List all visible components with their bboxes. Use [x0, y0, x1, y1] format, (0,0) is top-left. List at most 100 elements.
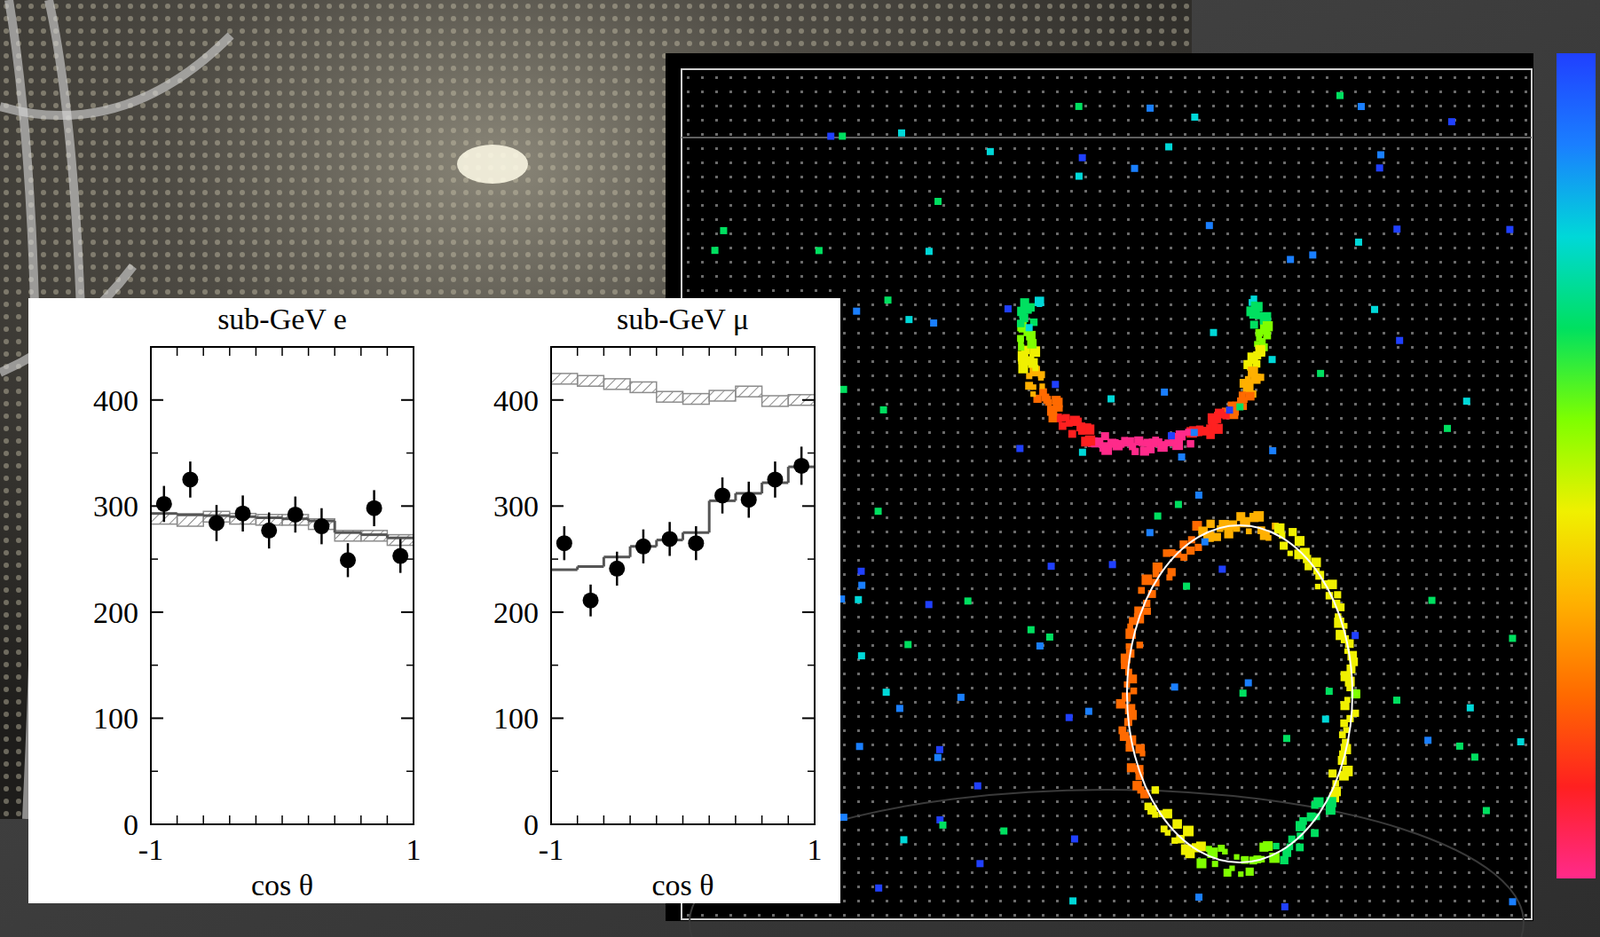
data-point: [156, 496, 173, 513]
event-hit: [938, 821, 946, 829]
y-minor-tick: [150, 664, 158, 667]
x-minor-tick: [255, 815, 258, 825]
x-minor-tick: [576, 346, 579, 356]
event-hit: [1004, 305, 1012, 313]
event-hit: [899, 835, 907, 844]
y-minor-tick: [150, 558, 158, 560]
event-hit: [838, 132, 846, 140]
plot-area: [551, 373, 815, 617]
background: [0, 0, 1600, 937]
event-hit: [1227, 401, 1233, 408]
y-minor-tick: [807, 664, 815, 667]
y-tick: [150, 504, 164, 507]
step-riser: [654, 540, 658, 547]
event-hit: [974, 782, 982, 790]
event-hit: [1463, 397, 1471, 405]
step-riser: [281, 517, 284, 519]
event-hit: [852, 307, 860, 316]
event-hit: [1336, 92, 1344, 100]
data-point: [793, 457, 810, 474]
event-hit: [1245, 867, 1254, 876]
event-hit: [1051, 380, 1059, 388]
x-minor-tick: [360, 346, 363, 356]
event-hit: [936, 746, 944, 754]
event-hit: [896, 704, 904, 712]
step-riser: [708, 500, 711, 533]
y-tick: [802, 717, 815, 719]
y-tick: [551, 399, 564, 402]
y-minor-tick: [551, 664, 559, 667]
x-minor-tick: [255, 346, 258, 356]
series-step: [551, 466, 815, 570]
y-minor-tick: [807, 558, 815, 560]
event-hit: [1205, 845, 1213, 852]
y-tick: [551, 823, 564, 826]
event-hit: [1239, 689, 1247, 697]
event-hit: [1152, 562, 1163, 573]
no-oscillation-band: [361, 530, 388, 542]
x-minor-tick: [813, 346, 816, 356]
event-hit: [1172, 819, 1183, 829]
event-hit: [1268, 355, 1277, 363]
data-point: [366, 500, 383, 517]
x-tick-label: 1: [807, 833, 823, 867]
event-hit: [1178, 453, 1186, 461]
event-hit: [898, 129, 906, 137]
data-point: [687, 535, 704, 552]
step-riser: [386, 535, 389, 539]
x-tick: [813, 810, 816, 825]
x-minor-tick: [734, 346, 737, 356]
event-hit: [1212, 860, 1219, 867]
event-hit: [1233, 854, 1239, 860]
event-hit: [1151, 786, 1159, 794]
x-minor-tick: [149, 346, 152, 356]
x-minor-tick: [761, 346, 764, 356]
event-hit: [1190, 113, 1199, 121]
event-hit: [1130, 687, 1138, 695]
event-hit: [1213, 533, 1222, 542]
event-hit: [1333, 591, 1341, 599]
event-hit: [1287, 551, 1293, 557]
event-hit: [1253, 360, 1262, 369]
oscillation-step: [334, 531, 362, 535]
data-point: [235, 505, 252, 522]
y-tick: [401, 717, 414, 719]
event-floor: [689, 789, 1524, 937]
y-tick-label: 200: [93, 596, 139, 630]
x-minor-tick: [708, 815, 710, 825]
event-hit: [1355, 238, 1363, 246]
event-hit: [1146, 528, 1154, 536]
no-oscillation-band: [788, 394, 815, 406]
event-hit: [1327, 579, 1338, 590]
event-hit: [1160, 825, 1168, 833]
y-minor-tick: [406, 664, 414, 667]
x-minor-tick: [629, 346, 631, 356]
x-minor-tick: [761, 815, 764, 825]
event-hit: [1069, 897, 1077, 905]
event-hit: [1371, 306, 1379, 314]
event-hit: [1245, 528, 1253, 535]
data-point: [181, 471, 198, 488]
y-tick: [551, 611, 564, 614]
event-hit: [1237, 871, 1244, 877]
x-minor-tick: [788, 346, 790, 356]
event-hit: [1058, 422, 1067, 431]
event-hit: [1286, 255, 1294, 263]
event-hit: [1186, 546, 1195, 555]
x-minor-tick: [603, 346, 606, 356]
event-hit: [1308, 251, 1317, 259]
event-hit: [1505, 226, 1514, 234]
no-oscillation-band: [683, 394, 710, 405]
data-point: [766, 471, 783, 488]
event-hit: [1265, 535, 1272, 542]
event-hit: [1131, 165, 1139, 173]
event-hit: [1195, 491, 1203, 499]
event-hit: [1024, 381, 1033, 390]
event-hit: [1000, 827, 1008, 836]
data-point: [635, 538, 652, 555]
event-hit: [882, 688, 891, 696]
y-tick-label: 400: [93, 384, 139, 418]
y-tick: [401, 611, 414, 614]
event-hit: [1207, 413, 1219, 425]
x-minor-tick: [788, 815, 790, 825]
